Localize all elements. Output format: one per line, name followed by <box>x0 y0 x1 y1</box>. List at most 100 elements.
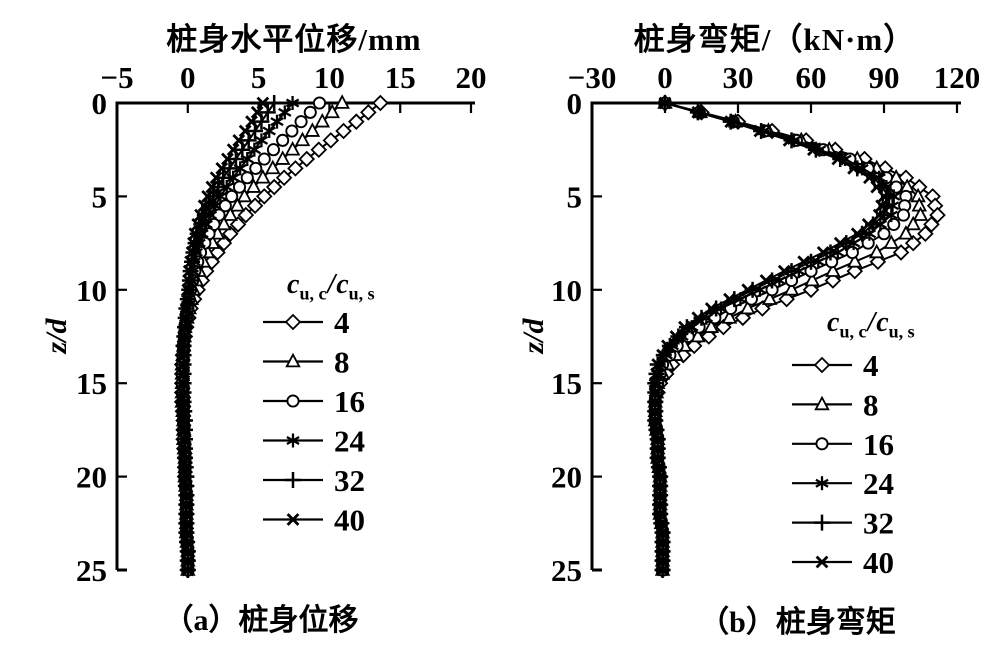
marker-triangle-icon <box>898 225 914 240</box>
marker-x-icon <box>205 180 219 194</box>
marker-triangle-icon <box>229 197 246 212</box>
caption-panel-b: （b）桩身弯矩 <box>699 606 896 639</box>
marker-x-icon <box>178 320 192 334</box>
marker-x-icon <box>648 376 662 390</box>
marker-diamond-icon <box>869 253 887 271</box>
legend-entry-40: 40 <box>263 503 365 538</box>
series-displacement-40 <box>177 96 270 577</box>
series-displacement-24 <box>176 96 300 577</box>
marker-diamond-icon <box>923 216 940 233</box>
y-tick-label: 25 <box>551 553 582 588</box>
marker-triangle-icon <box>222 206 239 221</box>
marker-x-icon <box>653 479 667 493</box>
marker-x-icon <box>653 488 667 502</box>
marker-x-icon <box>178 423 192 437</box>
legend-entry-24: 24 <box>792 466 894 501</box>
y-tick-label: 5 <box>567 179 583 214</box>
legend-symbol: c <box>287 269 300 300</box>
marker-x-icon <box>777 264 791 278</box>
legend-entry-label: 24 <box>334 424 365 459</box>
marker-plus-icon <box>266 95 283 111</box>
marker-circle-icon <box>896 208 911 222</box>
marker-x-icon <box>238 124 252 138</box>
marker-x-icon <box>691 311 705 325</box>
marker-x-icon <box>656 563 669 577</box>
y-tick-label: 20 <box>76 460 107 495</box>
marker-diamond-icon <box>846 262 864 280</box>
marker-triangle-icon <box>905 215 921 231</box>
marker-diamond-icon <box>348 113 365 130</box>
marker-asterisk-icon <box>270 114 284 129</box>
marker-x-icon <box>875 199 888 213</box>
legend-denominator-subscript: u, s <box>888 321 915 342</box>
marker-diamond-icon <box>904 234 922 252</box>
marker-x-icon <box>807 143 820 157</box>
legend-entry-8: 8 <box>792 387 879 422</box>
legend-entry-8: 8 <box>263 345 350 380</box>
x-tick-label: 10 <box>314 60 345 95</box>
marker-x-icon <box>181 554 195 568</box>
series-moment-40 <box>648 96 891 577</box>
legend-entry-label: 8 <box>334 345 350 380</box>
marker-circle-icon <box>286 394 300 408</box>
marker-diamond-icon <box>335 122 352 140</box>
series-markers-plus <box>175 95 283 578</box>
marker-x-icon <box>653 498 667 512</box>
marker-x-icon <box>704 302 718 315</box>
legend-title-displacement: cu, c/cu, s <box>287 269 375 305</box>
legend-entry-label: 40 <box>334 503 365 538</box>
marker-x-icon <box>656 554 669 568</box>
x-tick-label: 0 <box>180 60 196 95</box>
y-tick-label: 25 <box>76 553 107 588</box>
x-tick-label: 20 <box>456 60 487 95</box>
series-markers-x <box>177 96 270 577</box>
series-markers-x <box>648 96 891 577</box>
marker-triangle-icon <box>703 318 719 333</box>
marker-triangle-icon <box>236 187 253 203</box>
marker-triangle-icon <box>255 169 271 184</box>
x-tick-label: 0 <box>657 60 673 95</box>
marker-triangle-icon <box>324 103 340 119</box>
marker-x-icon <box>648 404 662 418</box>
legend-entry-label: 4 <box>863 348 879 383</box>
x-tick-label: 5 <box>251 60 267 95</box>
y-tick-label: 15 <box>76 366 107 401</box>
marker-diamond-icon <box>287 160 304 177</box>
marker-triangle-icon <box>804 271 820 287</box>
marker-diamond-icon <box>372 94 389 112</box>
marker-diamond-icon <box>298 150 316 168</box>
marker-x-icon <box>179 470 193 483</box>
marker-circle-icon <box>294 115 308 129</box>
marker-triangle-icon <box>294 131 311 147</box>
marker-triangle-icon <box>304 122 321 137</box>
legend-numerator-subscript: u, c <box>839 321 867 342</box>
marker-x-icon <box>861 218 875 231</box>
marker-circle-icon <box>257 152 271 166</box>
marker-x-icon <box>177 358 190 371</box>
legend-entry-label: 4 <box>334 305 350 340</box>
marker-circle-icon <box>276 133 290 147</box>
x-tick-label: −5 <box>100 60 133 95</box>
marker-asterisk-icon <box>262 124 276 139</box>
legend-numerator-subscript: u, c <box>299 283 327 304</box>
marker-x-icon <box>656 348 669 362</box>
marker-plus-icon <box>285 472 301 488</box>
x-axis-title-displacement: 桩身水平位移/mm <box>166 22 422 57</box>
marker-diamond-icon <box>255 188 273 205</box>
marker-x-icon <box>191 218 205 231</box>
marker-triangle-icon <box>265 159 281 175</box>
caption-panel-a: （a）桩身位移 <box>163 604 359 637</box>
y-axis-title-moment: z/d <box>517 318 550 354</box>
marker-x-icon <box>863 171 876 185</box>
marker-diamond-icon <box>700 328 718 345</box>
legend-entry-32: 32 <box>263 463 365 498</box>
marker-x-icon <box>661 339 674 353</box>
series-markers-asterisk <box>176 96 300 577</box>
x-tick-label: 60 <box>796 60 827 95</box>
marker-circle-icon <box>285 124 299 138</box>
legend-symbol: c <box>336 269 349 300</box>
